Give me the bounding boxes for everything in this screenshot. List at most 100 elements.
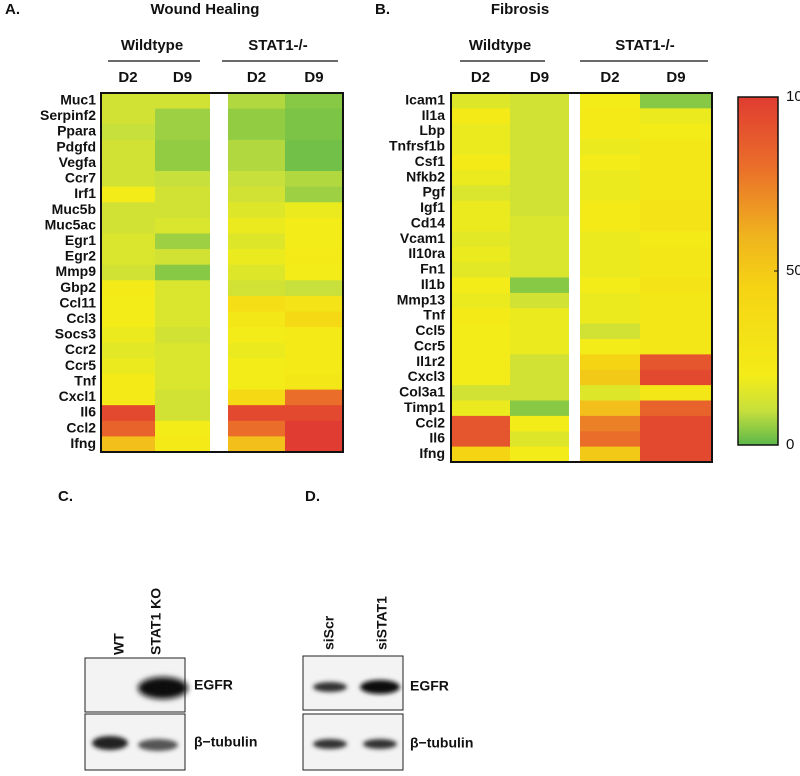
heatmap-cell <box>640 246 713 263</box>
heatmap-cell <box>510 108 570 125</box>
heatmap-cell <box>451 385 511 401</box>
heatmap-cell <box>228 358 286 375</box>
heatmap-cell <box>451 415 511 432</box>
heatmap-cell <box>285 311 344 328</box>
heatmap-cell <box>451 446 511 463</box>
heatmap-cell <box>155 405 211 422</box>
row-label: Vegfa <box>59 154 97 170</box>
heatmap-cell <box>640 216 713 232</box>
row-label: Il1a <box>422 107 446 123</box>
heatmap-cell <box>285 342 344 359</box>
row-label: Pdgfd <box>56 138 96 154</box>
column-label: D9 <box>173 69 192 86</box>
heatmap-cell <box>101 280 156 297</box>
heatmap-cell <box>510 277 570 294</box>
heatmap-cell <box>228 342 286 359</box>
heatmap-cell <box>640 339 713 355</box>
row-label: Il1b <box>421 276 445 292</box>
heatmap-cell <box>228 186 286 203</box>
heatmap-cell <box>510 123 570 140</box>
heatmap-cell <box>228 217 286 234</box>
band <box>138 677 188 699</box>
heatmap-cell <box>451 369 511 386</box>
heatmap-cell <box>285 373 344 391</box>
row-label: Mmp13 <box>397 291 445 307</box>
heatmap-cell <box>451 154 511 171</box>
colorbar-tick-label: 100 <box>786 88 800 105</box>
heatmap-cell <box>285 389 344 406</box>
heatmap-cell <box>285 295 344 313</box>
row-label: Vcam1 <box>400 230 445 246</box>
heatmap-cell <box>285 93 344 110</box>
heatmap-cell <box>451 123 511 140</box>
heatmap-cell <box>640 262 713 278</box>
heatmap-cell <box>228 327 286 344</box>
heatmap-cell <box>228 295 286 313</box>
blot-d: D. siScr siSTAT1 EGFR β−tubulin <box>302 488 473 771</box>
column-label: D9 <box>666 69 685 86</box>
heatmap-cell <box>228 202 286 219</box>
heatmap-cell <box>228 108 286 125</box>
row-label: Cxcl3 <box>408 368 446 384</box>
band <box>363 739 397 749</box>
band-label: EGFR <box>194 677 233 693</box>
heatmap-cell <box>101 295 156 313</box>
row-label: Ifng <box>419 445 445 461</box>
row-label: Timp1 <box>404 399 445 415</box>
heatmap-cell <box>640 354 713 371</box>
heatmap-cell <box>451 262 511 278</box>
heatmap-cell <box>155 202 211 219</box>
band-label: β−tubulin <box>410 735 473 751</box>
row-label: Pgf <box>422 184 445 200</box>
row-label: Tnf <box>74 372 96 388</box>
heatmap-cell <box>510 169 570 186</box>
heatmap-cell <box>155 327 211 344</box>
heatmap-frame <box>100 92 344 453</box>
heatmap-cell <box>451 169 511 186</box>
row-label: Ccl11 <box>59 294 96 310</box>
column-label: D9 <box>304 69 323 86</box>
panel-title: Wound Healing <box>151 1 260 18</box>
heatmap-cell <box>451 246 511 263</box>
heatmap-cell <box>155 139 211 156</box>
column-label: D2 <box>471 69 490 86</box>
panel-title: Fibrosis <box>491 1 549 18</box>
heatmap-cell <box>155 171 211 188</box>
colorbar-tick-label: 0 <box>786 436 794 453</box>
heatmap-cell <box>285 171 344 188</box>
heatmap-cell <box>580 108 641 125</box>
heatmap-cell <box>580 93 641 109</box>
row-label: Il6 <box>429 430 445 446</box>
heatmap-cell <box>228 420 286 437</box>
heatmap-cell <box>510 185 570 202</box>
heatmap-cell <box>101 358 156 375</box>
heatmap-cell <box>101 171 156 188</box>
heatmap-cell <box>640 446 713 463</box>
heatmap-cell <box>580 169 641 186</box>
heatmap-cell <box>510 200 570 217</box>
heatmap-cell <box>640 185 713 202</box>
heatmap-cell <box>640 123 713 140</box>
row-label: Ccr5 <box>414 337 445 353</box>
row-label: Ppara <box>57 123 96 139</box>
heatmap-cell <box>155 358 211 375</box>
row-label: Mmp9 <box>56 263 97 279</box>
heatmap-cell <box>228 373 286 391</box>
heatmap-cell <box>640 385 713 401</box>
row-label: Icam1 <box>405 91 445 107</box>
heatmap-cell <box>451 431 511 448</box>
row-label: Ccr7 <box>65 170 96 186</box>
heatmap-cell <box>228 436 286 453</box>
lane-label: siSTAT1 <box>374 596 390 650</box>
heatmap-panel: A. Wound Healing Wildtype STAT1-/- D2 D9 D2 D9 M… <box>5 1 344 453</box>
heatmap-cell <box>580 369 641 386</box>
heatmap-cell <box>285 124 344 141</box>
heatmap-cell <box>155 295 211 313</box>
band <box>92 736 128 750</box>
heatmap-cell <box>510 354 570 371</box>
heatmap-cell <box>451 93 511 109</box>
heatmap-cell <box>580 154 641 171</box>
heatmap-cell <box>510 446 570 463</box>
row-label: Muc5b <box>52 201 96 217</box>
heatmap-cell <box>155 249 211 266</box>
